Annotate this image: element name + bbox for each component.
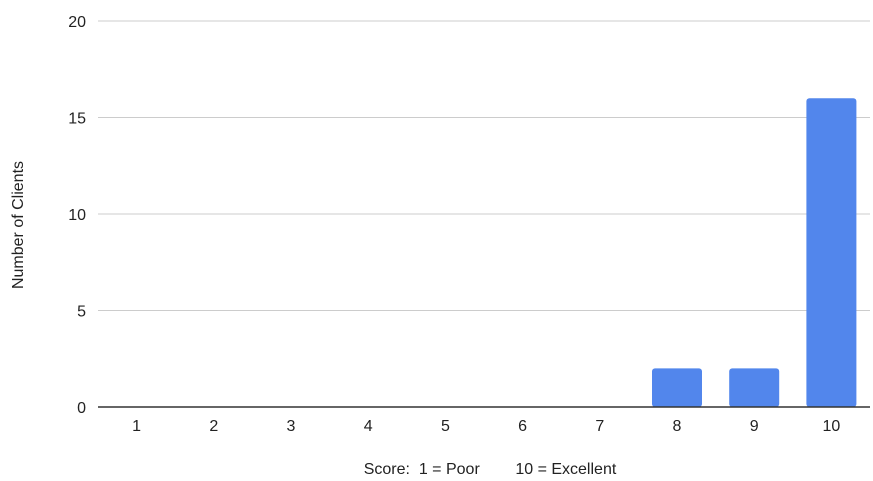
y-tick-label: 20 bbox=[68, 14, 86, 31]
x-tick-labels: 1 2 3 4 5 6 7 8 9 10 bbox=[132, 418, 840, 435]
y-tick-labels: 0 5 10 15 20 bbox=[68, 14, 86, 417]
y-tick-label: 0 bbox=[77, 400, 86, 417]
x-axis-title: Score: 1 = Poor 10 = Excellent bbox=[364, 461, 617, 478]
bar-8 bbox=[652, 368, 702, 407]
x-tick-label: 1 bbox=[132, 418, 141, 435]
x-tick-label: 6 bbox=[518, 418, 527, 435]
x-tick-label: 7 bbox=[595, 418, 604, 435]
x-tick-label: 10 bbox=[823, 418, 841, 435]
x-tick-label: 9 bbox=[750, 418, 759, 435]
y-axis-title: Number of Clients bbox=[10, 161, 27, 289]
x-tick-label: 5 bbox=[441, 418, 450, 435]
x-tick-label: 8 bbox=[673, 418, 682, 435]
y-tick-label: 15 bbox=[68, 111, 86, 128]
y-tick-label: 10 bbox=[68, 207, 86, 224]
x-tick-label: 4 bbox=[364, 418, 373, 435]
bars bbox=[652, 98, 857, 407]
y-tick-label: 5 bbox=[77, 304, 86, 321]
bar-9 bbox=[729, 368, 780, 407]
x-tick-label: 2 bbox=[209, 418, 218, 435]
bar-10 bbox=[806, 98, 857, 407]
gridlines bbox=[98, 20, 870, 311]
x-tick-label: 3 bbox=[287, 418, 296, 435]
